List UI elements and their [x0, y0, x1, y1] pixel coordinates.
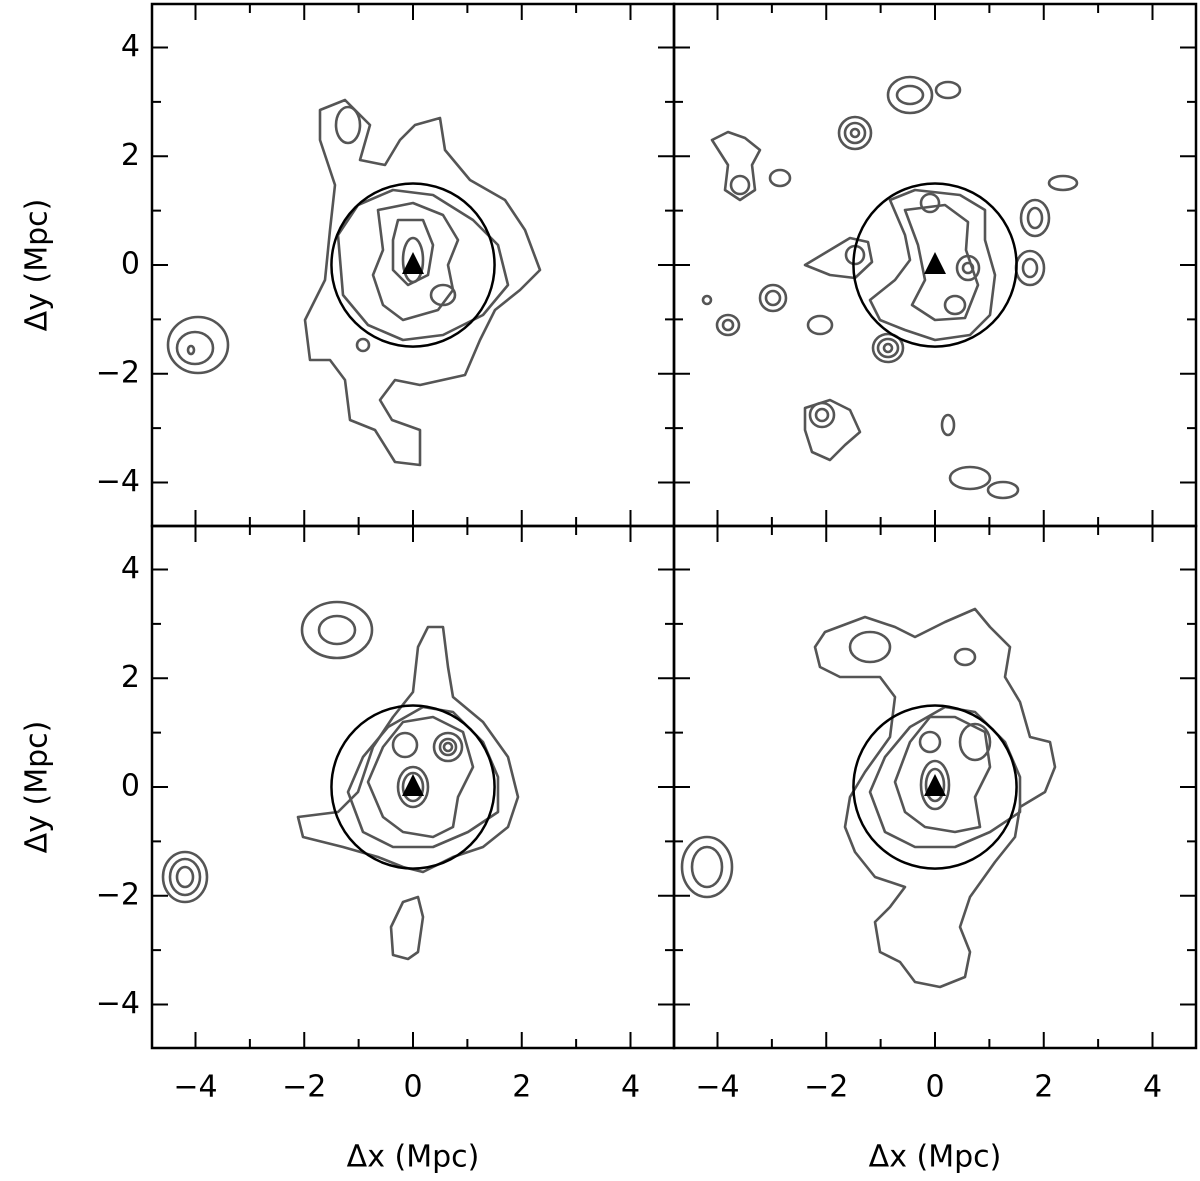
x-tick-label: 4 [621, 1070, 640, 1105]
center-marker [924, 774, 946, 796]
center-marker [924, 252, 946, 274]
y-tick-label: −2 [96, 355, 140, 390]
y-tick-label: 0 [121, 247, 140, 282]
x-axis-label: Δx (Mpc) [347, 1140, 480, 1175]
contours [680, 607, 1057, 989]
x-tick-label: 4 [1143, 1070, 1162, 1105]
x-tick-label: −2 [804, 1070, 848, 1105]
y-axis-label: Δy (Mpc) [20, 199, 55, 332]
y-tick-label: 4 [121, 551, 140, 586]
x-tick-label: 2 [1034, 1070, 1053, 1105]
aperture-circle [330, 704, 496, 870]
aperture-circle [852, 182, 1018, 348]
y-tick-label: −4 [96, 986, 140, 1021]
y-tick-label: −4 [96, 464, 140, 499]
x-axis-label: Δx (Mpc) [869, 1140, 1002, 1175]
y-tick-label: 2 [121, 138, 140, 173]
x-tick-label: −2 [282, 1070, 326, 1105]
y-tick-label: −2 [96, 877, 140, 912]
x-tick-label: −4 [695, 1070, 739, 1105]
x-tick-label: 0 [925, 1070, 944, 1105]
y-tick-label: 2 [121, 660, 140, 695]
x-tick-label: 0 [403, 1070, 422, 1105]
y-axis-label: Δy (Mpc) [20, 721, 55, 854]
y-tick-label: 0 [121, 769, 140, 804]
aperture-circle [852, 704, 1018, 870]
y-tick-label: 4 [121, 29, 140, 64]
contours [701, 75, 1079, 500]
center-marker [402, 252, 424, 274]
contours [166, 98, 542, 467]
center-marker [402, 774, 424, 796]
contours [161, 600, 520, 961]
x-tick-label: 2 [512, 1070, 531, 1105]
x-tick-label: −4 [173, 1070, 217, 1105]
aperture-circle [330, 182, 496, 348]
